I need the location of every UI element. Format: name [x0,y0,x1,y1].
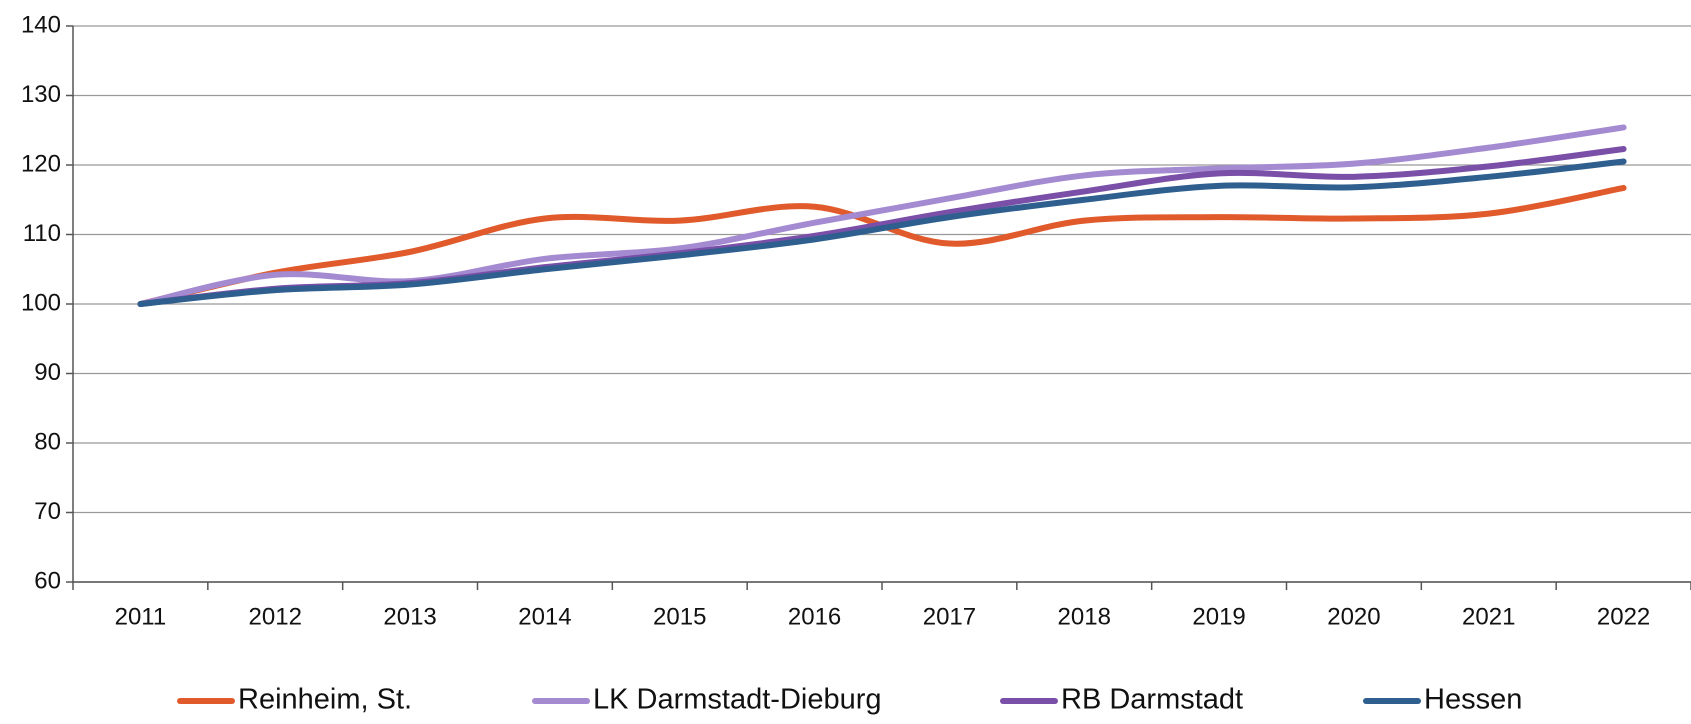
y-tick-label: 130 [21,81,61,108]
legend-label: RB Darmstadt [1061,684,1243,716]
y-tick-label: 80 [34,428,61,455]
x-tick-label: 2012 [249,603,302,630]
y-tick-label: 120 [21,150,61,177]
y-tick-label: 100 [21,289,61,316]
x-tick-label: 2015 [653,603,706,630]
legend-label: Reinheim, St. [238,684,412,716]
x-tick-label: 2013 [383,603,436,630]
x-tick-label: 2020 [1327,603,1380,630]
legend-label: LK Darmstadt-Dieburg [593,684,882,716]
y-tick-label: 140 [21,11,61,38]
x-tick-label: 2019 [1192,603,1245,630]
x-tick-label: 2021 [1462,603,1515,630]
x-tick-label: 2014 [518,603,571,630]
x-tick-label: 2016 [788,603,841,630]
x-tick-label: 2022 [1597,603,1650,630]
y-tick-label: 110 [23,220,61,247]
y-tick-label: 70 [34,498,61,525]
x-tick-label: 2017 [923,603,976,630]
x-tick-label: 2011 [115,603,167,630]
y-tick-label: 60 [34,567,61,594]
x-tick-label: 2018 [1058,603,1111,630]
legend-label: Hessen [1424,684,1522,716]
series-line [137,158,1627,307]
y-tick-label: 90 [34,359,61,386]
